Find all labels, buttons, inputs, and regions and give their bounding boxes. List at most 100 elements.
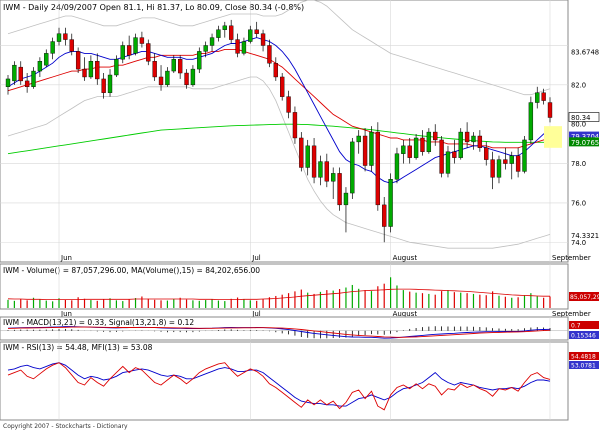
price-x-tick-labels: Jun Jul August September (60, 254, 591, 262)
candle-body (260, 33, 266, 46)
price-panel-frame (0, 0, 569, 263)
macd-tag-label: 0.15346 (571, 333, 596, 340)
price-tag-box (568, 112, 600, 122)
candle-body (318, 161, 323, 178)
candle-body (63, 33, 68, 40)
candle-body (235, 39, 240, 54)
macd-tag-box (569, 331, 599, 339)
candle-body (203, 45, 208, 52)
candle (490, 151, 495, 190)
rsi-tag-label: 53.0781 (571, 363, 596, 370)
candle (394, 147, 400, 184)
candle (464, 122, 470, 148)
candle-body (165, 70, 170, 86)
candle (82, 57, 87, 81)
candle-body (95, 61, 100, 80)
candle-body (426, 131, 432, 152)
candle-body (114, 59, 119, 76)
macd-lines (7, 326, 551, 339)
candle-body (445, 151, 451, 174)
candle-body (56, 33, 62, 42)
candle-body (528, 102, 534, 141)
candle-body (222, 25, 227, 30)
candle (324, 153, 330, 188)
candle (401, 139, 406, 164)
candle-body (286, 96, 291, 113)
candle-body (439, 139, 444, 174)
candle (101, 73, 106, 99)
volume-panel: IWM - Volume() = 87,057,296.00, MA(Volum… (0, 263, 591, 318)
rsi-panel-frame (0, 341, 569, 421)
candle (241, 37, 247, 56)
candle (139, 31, 145, 48)
candle (535, 86, 540, 109)
macd-tag-label: 0.7 (571, 323, 581, 330)
candle (522, 136, 527, 174)
candle (184, 69, 189, 89)
candle (171, 55, 176, 74)
candle-body (75, 51, 81, 70)
candle-body (490, 159, 495, 178)
bollinger-bands (7, 0, 551, 249)
candle-body (177, 59, 183, 74)
candle (273, 57, 278, 81)
candle (126, 35, 132, 60)
candle-body (146, 43, 151, 62)
price-tag-box (569, 131, 599, 141)
volume-panel-frame (0, 263, 569, 310)
candle (158, 65, 164, 91)
candle (388, 173, 393, 233)
candle (88, 55, 94, 79)
candle (471, 132, 476, 150)
candle-body (401, 145, 406, 154)
x-tick-label: September (552, 254, 591, 262)
candle (37, 57, 43, 77)
candle-body (158, 76, 164, 86)
price-gridlines (0, 45, 568, 243)
candle-body (464, 131, 470, 143)
rsi-line (7, 362, 551, 411)
volume-tag-label: 85,057,29 (570, 294, 600, 301)
candle (254, 21, 259, 38)
candle (305, 139, 310, 176)
candle-body (535, 92, 540, 103)
candle-body (197, 51, 202, 70)
candle-body (267, 45, 272, 64)
macd-y-axis: 0.7 0.15346 (569, 321, 599, 340)
candle (452, 139, 457, 164)
candle-body (452, 151, 457, 158)
x-tick-label: September (552, 310, 591, 318)
candle (445, 145, 451, 178)
candle-body (31, 70, 36, 88)
candle (222, 21, 227, 38)
candle (203, 41, 208, 58)
candle (311, 137, 317, 184)
candle-body (190, 68, 196, 86)
candle (56, 27, 62, 46)
macd-legend: IWM - MACD(13,21) = 0.33, Signal(13,21,8… (3, 318, 194, 327)
candle-body (362, 135, 368, 166)
candle (356, 130, 361, 154)
rsi-mfi-lines (7, 362, 551, 411)
candle-body (18, 66, 23, 82)
candle (267, 39, 272, 68)
volume-legend: IWM - Volume() = 87,057,296.00, MA(Volum… (3, 266, 260, 275)
candle (350, 137, 355, 199)
rsi-y-axis: 54.4818 53.0781 (569, 352, 599, 370)
volume-bars (7, 277, 551, 308)
candle (12, 61, 17, 85)
candle-body (101, 78, 106, 93)
candle (248, 25, 253, 44)
candle (235, 33, 240, 58)
candle-body (388, 179, 393, 227)
candle-body (471, 135, 476, 143)
candle (107, 69, 113, 97)
candle (420, 130, 425, 156)
candle (337, 167, 342, 211)
candle (299, 132, 304, 172)
candle-body (107, 74, 113, 93)
rsi-panel: IWM - RSI(13) = 54.48, MFI(13) = 53.08 (0, 341, 569, 421)
candle-body (305, 145, 310, 168)
